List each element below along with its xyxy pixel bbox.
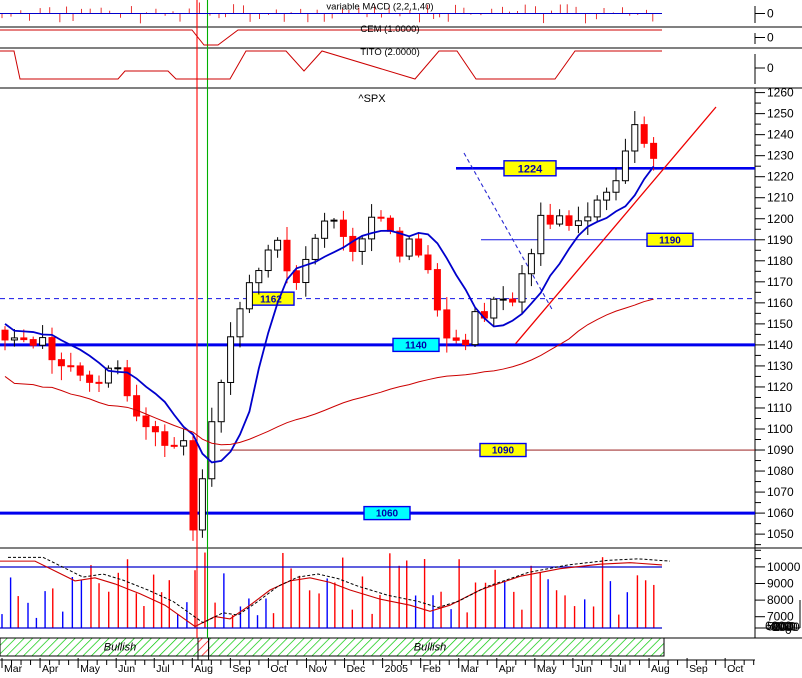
svg-text:0: 0 xyxy=(767,7,774,21)
svg-text:1240: 1240 xyxy=(767,128,794,142)
svg-text:9000: 9000 xyxy=(767,577,794,591)
svg-text:1250: 1250 xyxy=(767,107,794,121)
svg-text:1060: 1060 xyxy=(767,506,794,520)
svg-text:Sep: Sep xyxy=(232,663,251,675)
svg-text:Jun: Jun xyxy=(575,663,592,675)
svg-text:Feb: Feb xyxy=(423,663,441,675)
svg-text:1110: 1110 xyxy=(767,401,792,415)
svg-text:CEM (1.0000): CEM (1.0000) xyxy=(360,24,419,35)
svg-text:10000: 10000 xyxy=(767,560,801,574)
svg-text:Oct: Oct xyxy=(270,663,286,675)
svg-text:Jun: Jun xyxy=(118,663,135,675)
svg-text:^SPX: ^SPX xyxy=(358,93,386,105)
svg-text:1090: 1090 xyxy=(492,446,515,457)
svg-text:1210: 1210 xyxy=(767,191,794,205)
svg-text:1050: 1050 xyxy=(767,527,794,541)
svg-text:1080: 1080 xyxy=(767,464,794,478)
svg-text:Oct: Oct xyxy=(727,663,743,675)
svg-text:0: 0 xyxy=(767,61,774,75)
svg-text:Sep: Sep xyxy=(689,663,708,675)
svg-text:1100: 1100 xyxy=(767,422,793,436)
svg-text:TITO (2.0000): TITO (2.0000) xyxy=(360,47,420,58)
svg-text:0: 0 xyxy=(785,623,792,637)
svg-text:Mar: Mar xyxy=(461,663,480,675)
svg-text:1224: 1224 xyxy=(518,163,543,175)
svg-text:1130: 1130 xyxy=(767,359,793,373)
svg-text:Bullish: Bullish xyxy=(104,642,136,654)
svg-text:1190: 1190 xyxy=(767,233,793,247)
svg-text:1150: 1150 xyxy=(767,317,793,331)
svg-text:Jul: Jul xyxy=(156,663,169,675)
svg-text:0: 0 xyxy=(767,31,774,45)
svg-text:Nov: Nov xyxy=(308,663,327,675)
svg-text:Dec: Dec xyxy=(347,663,366,675)
svg-text:1190: 1190 xyxy=(659,235,681,246)
svg-text:Aug: Aug xyxy=(194,663,213,675)
svg-text:1070: 1070 xyxy=(767,485,794,499)
svg-text:1060: 1060 xyxy=(376,509,399,520)
svg-text:1160: 1160 xyxy=(767,296,793,310)
svg-text:Apr: Apr xyxy=(42,663,59,675)
svg-text:1200: 1200 xyxy=(767,212,794,226)
svg-text:Bullish: Bullish xyxy=(414,642,446,654)
svg-text:1180: 1180 xyxy=(767,254,793,268)
svg-text:Jul: Jul xyxy=(613,663,626,675)
svg-text:1260: 1260 xyxy=(767,86,794,100)
svg-text:1140: 1140 xyxy=(767,338,793,352)
svg-text:variable MACD (2,2,1,40): variable MACD (2,2,1,40) xyxy=(326,2,433,13)
svg-text:1220: 1220 xyxy=(767,170,794,184)
svg-text:1120: 1120 xyxy=(767,380,793,394)
svg-text:1170: 1170 xyxy=(767,275,793,289)
svg-text:8000: 8000 xyxy=(767,593,794,607)
svg-text:Aug: Aug xyxy=(651,663,670,675)
svg-text:1090: 1090 xyxy=(767,443,794,457)
svg-text:Mar: Mar xyxy=(4,663,23,675)
svg-text:1140: 1140 xyxy=(405,341,427,352)
svg-text:Apr: Apr xyxy=(499,663,516,675)
svg-text:2005: 2005 xyxy=(385,663,409,675)
svg-text:1230: 1230 xyxy=(767,149,794,163)
